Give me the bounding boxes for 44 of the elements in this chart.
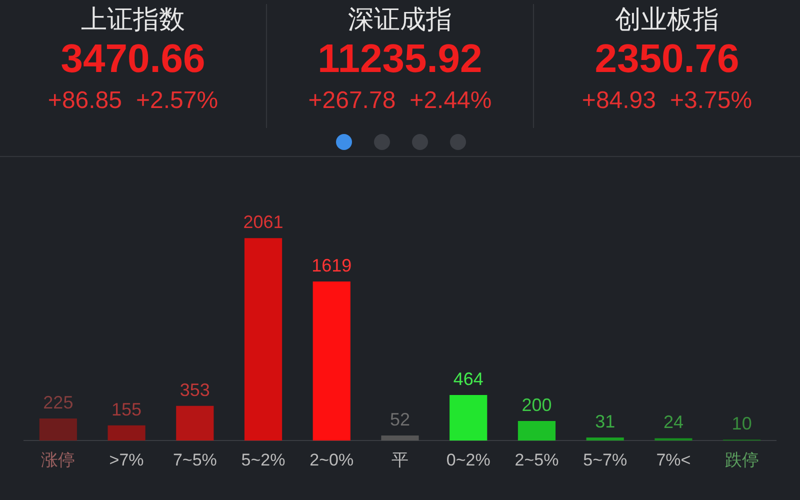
bar: [450, 395, 488, 441]
text: +267.78: [308, 87, 396, 114]
data-label: 2061: [243, 212, 284, 232]
x-tick-label: >7%: [109, 450, 144, 470]
data-label: 200: [522, 394, 552, 415]
text: 2350.76: [594, 36, 740, 83]
data-label: 353: [180, 380, 210, 400]
bar: [39, 418, 77, 441]
data-label: 155: [112, 399, 142, 420]
text: +2.44%: [410, 87, 492, 114]
bar: [586, 438, 624, 441]
x-tick-label: 5~7%: [583, 450, 628, 470]
bar: [108, 425, 146, 441]
data-label: 31: [595, 412, 616, 432]
x-tick-label: 7%<: [656, 450, 691, 470]
text: +2.57%: [136, 87, 218, 114]
bar: [381, 435, 419, 441]
data-label: 52: [390, 409, 410, 430]
text: 上证指数: [80, 4, 186, 34]
data-label: 225: [43, 392, 74, 412]
text: +84.93: [582, 87, 656, 114]
data-label: 464: [453, 368, 484, 389]
bar: [244, 238, 282, 441]
text: +86.85: [48, 87, 122, 114]
x-tick-label: 0~2%: [446, 450, 490, 470]
bar: [654, 438, 692, 441]
x-tick-label: 平: [392, 450, 408, 470]
bar: [518, 420, 556, 441]
x-tick-label: 2~5%: [514, 450, 559, 470]
bar: [176, 406, 214, 441]
text: 创业板指: [614, 4, 720, 34]
bar: [312, 282, 350, 441]
x-tick-label: 涨停: [41, 450, 76, 470]
text: 11235.92: [316, 36, 484, 83]
text: +3.75%: [670, 87, 752, 114]
x-tick-label: 5~2%: [241, 450, 286, 470]
x-tick-label: 跌停: [724, 450, 759, 470]
data-label: 1619: [312, 256, 352, 276]
data-label: 10: [732, 414, 752, 434]
text: 深证成指: [347, 4, 453, 34]
x-tick-label: 2~0%: [310, 450, 354, 470]
text: 3470.66: [60, 36, 206, 83]
data-label: 24: [663, 412, 684, 432]
x-tick-label: 7~5%: [172, 450, 217, 470]
